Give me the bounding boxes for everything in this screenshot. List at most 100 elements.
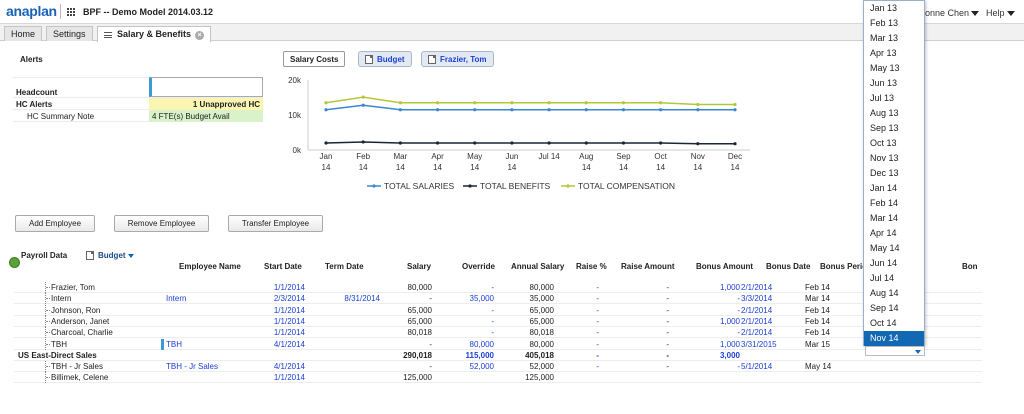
- cell-name[interactable]: TBH: [166, 339, 182, 349]
- dropdown-option[interactable]: Jul 14: [870, 273, 895, 283]
- cell-start[interactable]: 1/1/2014: [273, 305, 305, 315]
- cell-raise-amt[interactable]: -: [666, 316, 669, 326]
- cell-override[interactable]: -: [491, 305, 494, 315]
- cell-annual[interactable]: 65,000: [529, 305, 554, 315]
- bonus-period-dropdown[interactable]: Jan 13 Feb 13 Mar 13 Apr 13 May 13 Jun 13 Jul …: [863, 0, 925, 346]
- dropdown-option[interactable]: Aug 13: [870, 108, 899, 118]
- cell-bonus-amt[interactable]: -: [737, 294, 740, 304]
- cell-raise-amt[interactable]: -: [666, 283, 669, 292]
- cell-raise-amt[interactable]: -: [666, 350, 669, 360]
- cell-name[interactable]: TBH - Jr Sales: [166, 362, 219, 372]
- dropdown-option[interactable]: Feb 13: [870, 18, 899, 28]
- cell-raise-amt[interactable]: -: [666, 339, 669, 349]
- dropdown-option[interactable]: Jun 14: [870, 258, 898, 268]
- user-menu[interactable]: onne Chen: [925, 8, 980, 18]
- close-icon[interactable]: ×: [195, 31, 205, 40]
- column-header[interactable]: Bonus Amount: [696, 262, 754, 271]
- column-header[interactable]: Bonus Period: [820, 262, 873, 271]
- cell-bonus-date[interactable]: 2/1/2014: [741, 328, 773, 338]
- dropdown-option[interactable]: Feb 14: [870, 198, 899, 208]
- dropdown-option[interactable]: Dec 13: [870, 168, 899, 178]
- cell-override[interactable]: -: [491, 283, 494, 292]
- cell-bonus-period[interactable]: Feb 14: [805, 328, 830, 338]
- tab-settings[interactable]: Settings: [46, 26, 93, 41]
- cell-salary[interactable]: 65,000: [407, 305, 432, 315]
- cell-bonus-amt[interactable]: -: [737, 362, 740, 372]
- cell-salary[interactable]: 290,018: [403, 350, 432, 360]
- cell-annual[interactable]: 35,000: [529, 294, 554, 304]
- table-row[interactable]: Charcoal, Charlie 1/1/2014 80,018 - 80,018 - -…: [14, 327, 982, 339]
- transfer-employee-button[interactable]: Transfer Employee: [228, 215, 323, 232]
- cell-override[interactable]: 52,000: [469, 362, 494, 372]
- column-header[interactable]: Term Date: [325, 262, 364, 271]
- dropdown-option[interactable]: Aug 14: [870, 288, 899, 298]
- cell-bonus-period[interactable]: Mar 14: [805, 294, 830, 304]
- payroll-version-selector[interactable]: Budget: [86, 251, 134, 261]
- cell-start[interactable]: 4/1/2014: [273, 362, 305, 372]
- dropdown-option[interactable]: Oct 13: [870, 138, 897, 148]
- add-employee-button[interactable]: Add Employee: [15, 215, 95, 232]
- cell-salary[interactable]: 125,000: [403, 373, 432, 383]
- cell-bonus-period[interactable]: Feb 14: [805, 305, 830, 315]
- dropdown-option[interactable]: May 13: [870, 63, 900, 73]
- cell-override[interactable]: -: [491, 328, 494, 338]
- cell-raise-amt[interactable]: -: [666, 305, 669, 315]
- cell-bonus-date[interactable]: 2/1/2014: [741, 305, 773, 315]
- column-header[interactable]: Employee Name: [179, 262, 241, 271]
- table-row[interactable]: TBH - Jr Sales TBH - Jr Sales 4/1/2014 - 52,…: [14, 361, 982, 373]
- cell-bonus-date[interactable]: 5/1/2014: [741, 362, 773, 372]
- cell-salary[interactable]: -: [429, 362, 432, 372]
- apps-grid-icon[interactable]: [67, 8, 75, 16]
- hc-summary-value[interactable]: 4 FTE(s) Budget Avail: [149, 110, 263, 122]
- cell-raise-pct[interactable]: -: [596, 362, 599, 372]
- cell-annual[interactable]: 80,018: [529, 328, 554, 338]
- cell-salary[interactable]: 80,018: [407, 328, 432, 338]
- dropdown-option[interactable]: Nov 14: [864, 331, 924, 346]
- dropdown-option[interactable]: Oct 14: [870, 318, 897, 328]
- column-header[interactable]: Start Date: [264, 262, 302, 271]
- cell-raise-pct[interactable]: -: [596, 294, 599, 304]
- table-row[interactable]: Billimek, Celene 1/1/2014 125,000 125,000: [14, 372, 982, 384]
- version-selector[interactable]: Budget: [358, 51, 412, 67]
- cell-annual[interactable]: 80,000: [529, 339, 554, 349]
- cell-annual[interactable]: 65,000: [529, 316, 554, 326]
- cell-override[interactable]: 80,000: [469, 339, 494, 349]
- cell-override[interactable]: 115,000: [465, 350, 494, 360]
- cell-annual[interactable]: 52,000: [529, 362, 554, 372]
- cell-salary[interactable]: 80,000: [407, 283, 432, 292]
- cell-annual[interactable]: 125,000: [525, 373, 554, 383]
- column-header[interactable]: Bonus Date: [766, 262, 811, 271]
- dropdown-option[interactable]: Nov 13: [870, 153, 899, 163]
- table-row[interactable]: Anderson, Janet 1/1/2014 65,000 - 65,000 - - 1,…: [14, 315, 982, 327]
- cell-raise-pct[interactable]: -: [596, 339, 599, 349]
- dropdown-option[interactable]: Jan 13: [870, 3, 898, 13]
- cell-raise-pct[interactable]: -: [596, 350, 599, 360]
- cell-term[interactable]: 8/31/2014: [344, 294, 380, 304]
- expand-icon[interactable]: [9, 257, 20, 268]
- cell-bonus-date[interactable]: 3/3/2014: [741, 294, 773, 304]
- help-menu[interactable]: Help: [986, 8, 1015, 18]
- cell-raise-pct[interactable]: -: [596, 283, 599, 292]
- cell-bonus-amt[interactable]: 1,000: [719, 283, 740, 292]
- cell-bonus-date[interactable]: 2/1/2014: [741, 316, 773, 326]
- cell-bonus-amt[interactable]: -: [737, 305, 740, 315]
- cell-raise-amt[interactable]: -: [666, 294, 669, 304]
- cell-start[interactable]: 2/3/2014: [273, 294, 305, 304]
- cell-override[interactable]: -: [491, 316, 494, 326]
- cell-bonus-period[interactable]: Feb 14: [805, 316, 830, 326]
- dropdown-option[interactable]: Jan 14: [870, 183, 898, 193]
- column-header[interactable]: Bon: [962, 262, 978, 271]
- dropdown-option[interactable]: Sep 14: [870, 303, 899, 313]
- cell-override[interactable]: 35,000: [469, 294, 494, 304]
- remove-employee-button[interactable]: Remove Employee: [114, 215, 209, 232]
- table-row[interactable]: Frazier, Tom 1/1/2014 80,000 - 80,000 - - 1,000…: [14, 282, 982, 293]
- cell-bonus-period[interactable]: Mar 15: [805, 339, 830, 349]
- cell-raise-pct[interactable]: -: [596, 305, 599, 315]
- cell-raise-amt[interactable]: -: [666, 328, 669, 338]
- cell-bonus-amt[interactable]: 1,000: [719, 339, 740, 349]
- employee-selector[interactable]: Frazier, Tom: [421, 51, 494, 67]
- dropdown-option[interactable]: Jun 13: [870, 78, 898, 88]
- column-header[interactable]: Override: [462, 262, 495, 271]
- column-header[interactable]: Annual Salary: [511, 262, 565, 271]
- table-row[interactable]: Johnson, Ron 1/1/2014 65,000-65,000- - -2/1/…: [14, 304, 982, 316]
